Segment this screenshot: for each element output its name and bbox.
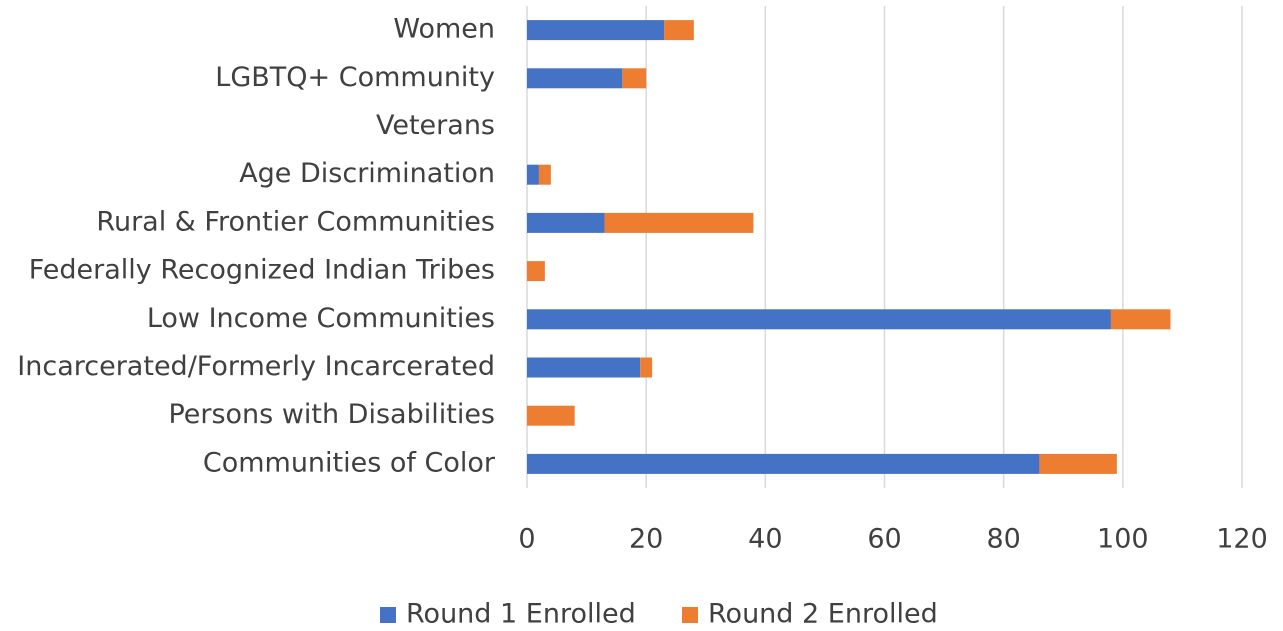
bar	[1039, 453, 1117, 474]
y-tick-label: LGBTQ+ Community	[215, 62, 495, 93]
x-tick-label: 60	[867, 524, 901, 555]
x-tick-label: 0	[518, 524, 535, 555]
bar	[604, 212, 754, 233]
bar	[527, 357, 641, 378]
bar	[527, 20, 665, 41]
bar	[527, 309, 1111, 330]
y-tick-label: Persons with Disabilities	[168, 399, 495, 430]
x-tick-label: 100	[1097, 524, 1149, 555]
bar	[527, 164, 539, 185]
y-tick-label: Low Income Communities	[147, 303, 495, 334]
y-tick-label: Communities of Color	[203, 447, 496, 478]
bar	[538, 164, 551, 185]
bar	[527, 453, 1040, 474]
legend-label: Round 2 Enrolled	[708, 599, 938, 630]
bar	[640, 357, 653, 378]
y-tick-label: Rural & Frontier Communities	[96, 206, 495, 237]
bar	[527, 405, 575, 426]
legend-swatch	[380, 607, 396, 623]
y-tick-label: Women	[393, 14, 495, 45]
bar	[1110, 309, 1171, 330]
bar	[527, 68, 623, 89]
legend-label: Round 1 Enrolled	[406, 599, 636, 630]
x-tick-label: 20	[629, 524, 663, 555]
bar	[622, 68, 647, 89]
y-tick-label: Incarcerated/Formerly Incarcerated	[17, 351, 495, 382]
legend-swatch	[682, 607, 698, 623]
x-tick-label: 80	[986, 524, 1020, 555]
x-tick-label: 120	[1216, 524, 1268, 555]
x-tick-label: 40	[748, 524, 782, 555]
y-tick-label: Federally Recognized Indian Tribes	[29, 255, 495, 286]
bar	[664, 20, 694, 41]
bar	[527, 212, 605, 233]
y-tick-label: Veterans	[376, 110, 495, 141]
bar	[527, 261, 545, 282]
y-tick-label: Age Discrimination	[239, 158, 495, 189]
